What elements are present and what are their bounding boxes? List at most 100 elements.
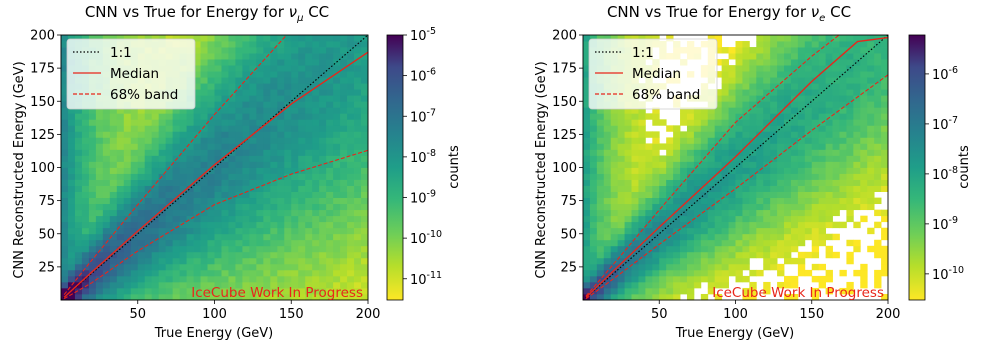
heatmap-cell [165, 287, 174, 295]
heatmap-cell [666, 263, 674, 271]
heatmap-cell [130, 209, 139, 217]
heatmap-cell [256, 233, 264, 241]
heatmap-cell [305, 161, 313, 168]
heatmap-cell [603, 293, 612, 301]
heatmap-cell [686, 113, 695, 120]
x-tick-label: 150 [799, 307, 824, 322]
heatmap-cell [777, 209, 785, 217]
heatmap-cell [652, 119, 660, 126]
heatmap-cell [735, 137, 743, 144]
heatmap-cell [256, 185, 264, 192]
heatmap-cell [214, 35, 222, 42]
heatmap-cell [347, 167, 355, 174]
heatmap-cell [818, 59, 827, 66]
heatmap-cell [804, 41, 813, 48]
heatmap-cell [652, 113, 660, 120]
heatmap-cell [298, 41, 306, 48]
heatmap-cell [638, 143, 646, 150]
heatmap-cell [818, 179, 827, 186]
heatmap-cell [221, 269, 229, 277]
heatmap-cell [617, 179, 625, 186]
heatmap-cell [214, 47, 222, 54]
heatmap-cell [867, 131, 875, 138]
heatmap-cell [832, 95, 840, 102]
heatmap-cell [652, 143, 660, 150]
heatmap-cell [88, 251, 97, 259]
heatmap-cell [235, 227, 243, 235]
heatmap-cell [326, 47, 334, 54]
heatmap-cell [263, 251, 271, 259]
heatmap-cell [263, 59, 271, 66]
heatmap-cell [721, 77, 729, 84]
heatmap-cell [804, 119, 813, 126]
heatmap-cell [207, 137, 215, 144]
heatmap-cell [673, 293, 681, 301]
heatmap-cell [123, 119, 132, 126]
heatmap-cell [881, 59, 889, 66]
heatmap-cell [763, 191, 771, 199]
heatmap-cell [818, 89, 827, 96]
heatmap-cell [193, 155, 201, 162]
heatmap-cell [144, 197, 153, 205]
heatmap-cell [67, 209, 76, 217]
heatmap-cell [874, 197, 882, 205]
heatmap-cell [361, 281, 369, 289]
heatmap-cell [763, 125, 771, 132]
heatmap-cell [583, 263, 591, 271]
heatmap-cell [284, 131, 292, 138]
heatmap-cell [61, 221, 69, 229]
heatmap-cell [144, 209, 153, 217]
heatmap-cell [193, 65, 201, 72]
heatmap-cell [749, 83, 757, 90]
heatmap-cell [617, 125, 625, 132]
heatmap-cell [207, 197, 215, 205]
heatmap-cell [361, 113, 369, 120]
heatmap-cell [186, 233, 194, 241]
heatmap-cell [853, 119, 861, 126]
series-line-dashed [585, 34, 840, 297]
heatmap-cell [249, 59, 257, 66]
heatmap-cell [624, 245, 632, 253]
heatmap-cell [61, 287, 69, 295]
heatmap-cell [659, 275, 667, 283]
heatmap-cell [839, 41, 847, 48]
heatmap-cell [714, 167, 723, 174]
heatmap-cell [652, 191, 660, 199]
heatmap-cell [207, 245, 215, 253]
heatmap-cell [291, 221, 299, 229]
y-tick-label: 125 [552, 128, 577, 143]
heatmap-cell [256, 101, 264, 108]
heatmap-cell [67, 275, 76, 283]
heatmap-cell [763, 71, 771, 78]
heatmap-cell [186, 263, 194, 271]
heatmap-cell [347, 107, 355, 114]
heatmap-cell [680, 149, 688, 156]
heatmap-cell [284, 203, 292, 211]
heatmap-cell [130, 263, 139, 271]
heatmap-cell [333, 131, 341, 138]
heatmap-cell [158, 293, 167, 301]
heatmap-cell [742, 263, 750, 271]
heatmap-cell [319, 113, 327, 120]
heatmap-cell [652, 245, 660, 253]
heatmap-cell [756, 203, 764, 211]
heatmap-cell [756, 119, 764, 126]
heatmap-cell [270, 245, 278, 253]
heatmap-cell [361, 125, 369, 132]
heatmap-cell [797, 95, 806, 102]
heatmap-cell [109, 149, 118, 156]
heatmap-cell [291, 233, 299, 241]
heatmap-cell [784, 125, 792, 132]
heatmap-cell [756, 179, 764, 186]
heatmap-cell [659, 269, 667, 277]
heatmap-cell [818, 185, 827, 192]
heatmap-cell [284, 173, 292, 180]
heatmap-cell [728, 155, 736, 162]
heatmap-cell [693, 113, 702, 120]
heatmap-cell [583, 101, 591, 108]
heatmap-cell [333, 65, 341, 72]
heatmap-cell [839, 179, 847, 186]
heatmap-cell [361, 245, 369, 253]
heatmap-cell [312, 263, 320, 271]
